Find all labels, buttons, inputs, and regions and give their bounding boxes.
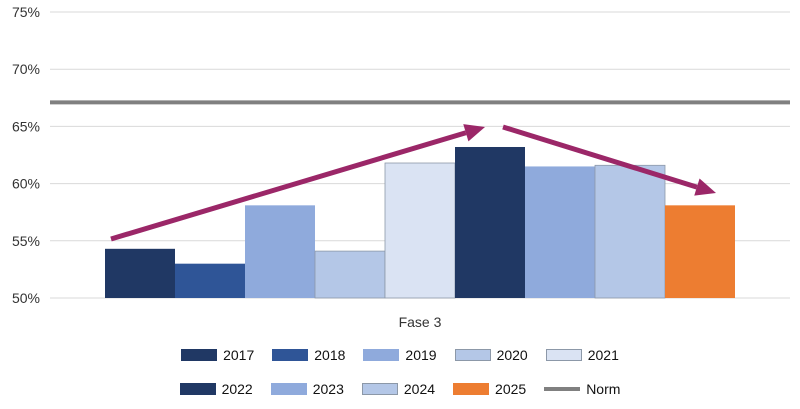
arrow-up-head	[463, 124, 485, 142]
bar-2023	[525, 166, 595, 298]
arrow-down	[502, 124, 716, 196]
legend-label: 2024	[403, 381, 436, 397]
legend-item-2024: 2024	[361, 381, 436, 397]
legend-item-2019: 2019	[363, 347, 437, 363]
legend-label: 2023	[312, 381, 344, 397]
bar-2025	[665, 205, 735, 298]
legend-label: Norm	[586, 381, 621, 397]
legend-item-2018: 2018	[272, 347, 345, 363]
legend-swatch	[453, 383, 490, 395]
bar-2019	[245, 205, 315, 298]
legend-item-2017: 2017	[181, 347, 254, 363]
legend-swatch	[545, 349, 582, 361]
legend-label: 2019	[405, 347, 437, 363]
y-tick-label: 60%	[12, 176, 40, 192]
arrow-down-head	[694, 178, 716, 196]
legend-label: 2021	[587, 347, 619, 363]
legend-swatch	[361, 383, 398, 395]
bar-2022	[455, 146, 525, 298]
y-axis-ticks: 50% 55% 60% 65% 70% 75%	[12, 4, 40, 306]
legend-swatch	[179, 383, 216, 395]
bar-2018	[175, 263, 245, 298]
legend-item-2023: 2023	[270, 381, 344, 397]
legend-swatch	[270, 383, 307, 395]
category-label: Fase 3	[399, 314, 442, 330]
arrow-up	[110, 124, 485, 242]
legend-swatch	[363, 349, 400, 361]
bars	[105, 146, 735, 299]
legend-swatch	[272, 349, 309, 361]
bar-2024	[594, 164, 666, 299]
legend-label: 2025	[495, 381, 527, 397]
legend-item-2025: 2025	[453, 381, 526, 397]
y-tick-label: 65%	[12, 118, 40, 134]
legend-label: 2018	[314, 347, 346, 363]
legend-item-2021: 2021	[545, 347, 619, 363]
y-tick-label: 55%	[12, 233, 40, 249]
legend-item-norm: Norm	[544, 381, 620, 397]
y-tick-label: 75%	[12, 4, 40, 20]
y-tick-label: 70%	[12, 61, 40, 77]
y-tick-label: 50%	[12, 290, 40, 306]
legend-label: 2017	[223, 347, 255, 363]
legend-label: 2022	[221, 381, 253, 397]
legend-row-1: 2017 2018 2019 2020 2021	[0, 347, 800, 363]
arrow-up-shaft	[110, 130, 467, 242]
legend-row-2: 2022 2023 2024 2025 Norm	[0, 381, 800, 397]
bar-2017	[105, 248, 175, 298]
bar-2021	[384, 162, 456, 299]
legend-label: 2020	[496, 347, 528, 363]
legend-swatch	[454, 349, 491, 361]
arrow-down-shaft	[502, 124, 698, 190]
legend-swatch	[544, 387, 581, 391]
legend-item-2020: 2020	[454, 347, 528, 363]
bar-2020	[314, 250, 386, 299]
legend-swatch	[181, 349, 218, 361]
chart: 50% 55% 60% 65% 70% 75% Fase 3	[12, 4, 790, 330]
trend-arrows	[110, 124, 716, 242]
legend-item-2022: 2022	[179, 381, 253, 397]
